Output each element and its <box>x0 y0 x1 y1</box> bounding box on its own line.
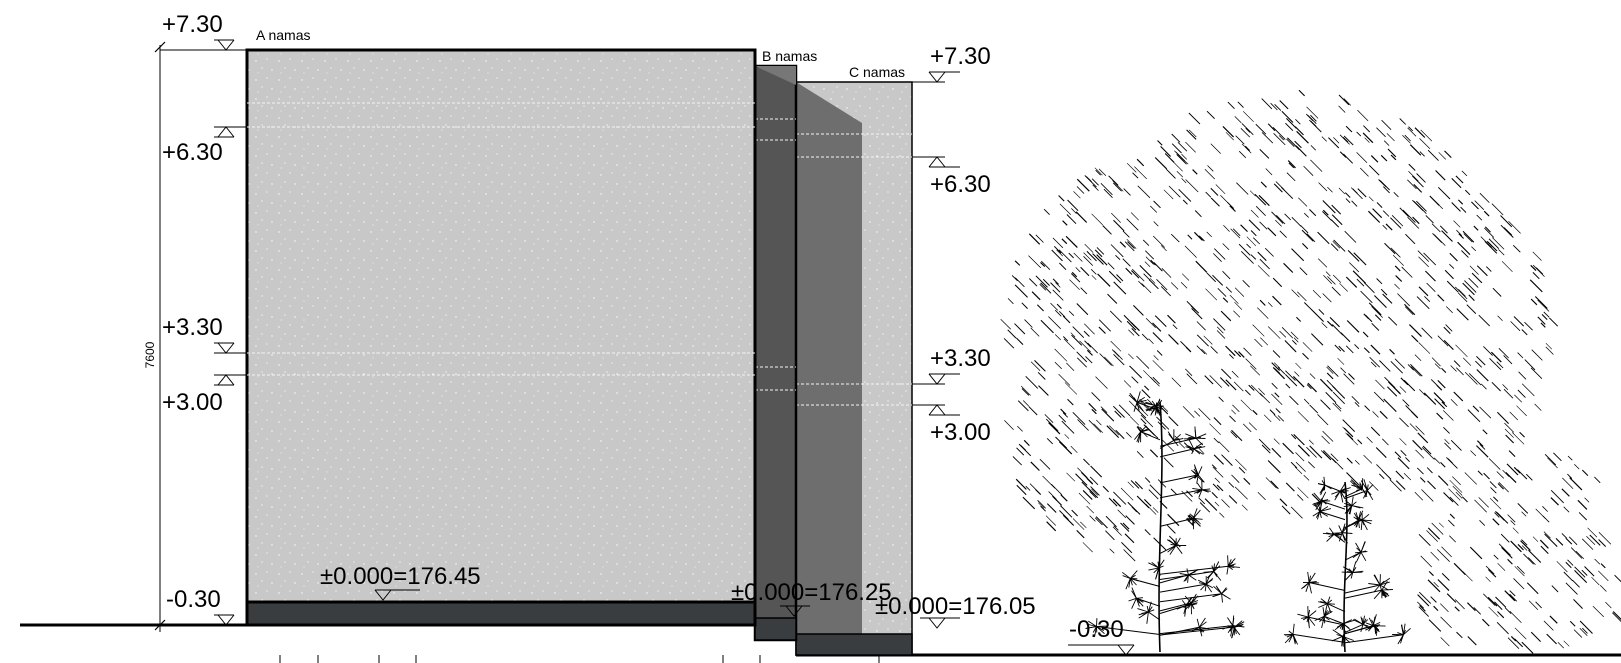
building-a-label: A namas <box>256 27 310 43</box>
pine-tree-left <box>1085 391 1245 653</box>
elev-c-630: +6.30 <box>930 171 991 198</box>
elev-a-630: +6.30 <box>162 139 223 166</box>
elev-c-730: +7.30 <box>930 43 991 70</box>
elev-c-300: +3.00 <box>930 419 991 446</box>
pine-tree-right <box>1283 476 1411 653</box>
building-c <box>795 81 913 656</box>
building-a <box>245 48 757 627</box>
building-c-label: C namas <box>849 64 905 80</box>
datum-b: ±0.000=176.25 <box>731 579 892 606</box>
ground-ticks <box>279 655 880 663</box>
elev-a-330: +3.30 <box>162 314 223 341</box>
datum-a: ±0.000=176.45 <box>320 563 481 590</box>
elevation-markers-c <box>912 71 960 416</box>
elev-c-330: +3.30 <box>930 345 991 372</box>
building-b-label: B namas <box>762 48 817 64</box>
height-dimension-label: 7600 <box>143 341 157 368</box>
elev-a-730: +7.30 <box>162 11 223 38</box>
elev-a-ground: -0.30 <box>166 586 221 613</box>
datum-markers <box>374 589 960 629</box>
elevation-markers-a <box>214 39 247 626</box>
deciduous-tree-hatching <box>1000 89 1621 654</box>
datum-c: ±0.000=176.05 <box>875 593 1036 620</box>
building-b <box>753 64 798 642</box>
elevation-marker-ground-c <box>1068 644 1135 656</box>
elev-a-300: +3.00 <box>162 389 223 416</box>
